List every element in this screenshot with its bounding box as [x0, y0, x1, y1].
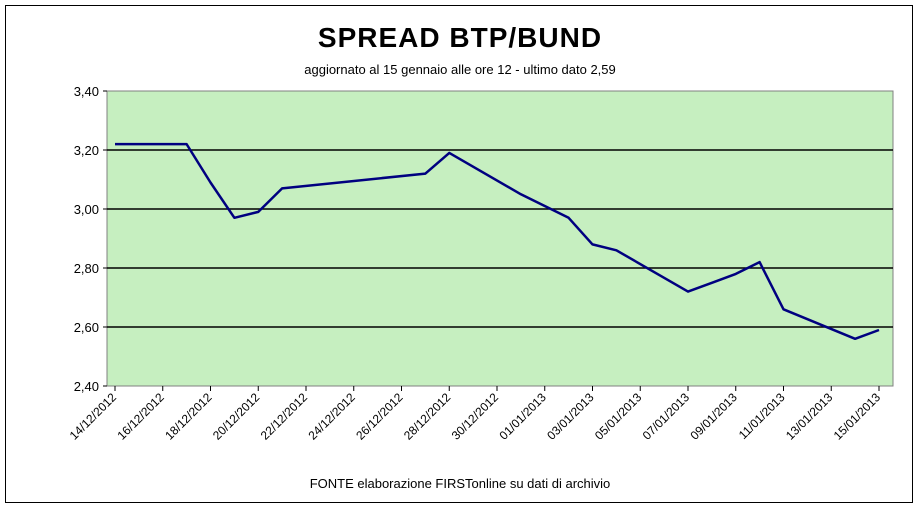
x-tick-label: 22/12/2012: [258, 390, 311, 443]
y-tick-label: 2,80: [74, 261, 99, 276]
y-tick-label: 3,40: [74, 84, 99, 99]
series-line: [115, 142, 880, 341]
x-tick-label: 16/12/2012: [115, 390, 168, 443]
x-axis: 14/12/201216/12/201218/12/201220/12/2012…: [67, 386, 884, 443]
y-tick-label: 3,00: [74, 202, 99, 217]
x-tick-label: 07/01/2013: [640, 390, 693, 443]
x-tick-label: 13/01/2013: [783, 390, 836, 443]
x-tick-label: 15/01/2013: [831, 390, 884, 443]
chart-subtitle: aggiornato al 15 gennaio alle ore 12 - u…: [304, 62, 616, 77]
x-tick-label: 28/12/2012: [401, 390, 454, 443]
x-tick-label: 30/12/2012: [449, 390, 502, 443]
x-tick-label: 20/12/2012: [210, 390, 263, 443]
chart-title: SPREAD BTP/BUND: [317, 22, 603, 53]
x-tick-label: 09/01/2013: [688, 390, 741, 443]
y-tick-label: 2,40: [74, 379, 99, 394]
plot-area: [106, 90, 894, 387]
x-tick-label: 05/01/2013: [592, 390, 645, 443]
x-tick-label: 24/12/2012: [306, 390, 359, 443]
x-tick-label: 26/12/2012: [353, 390, 406, 443]
x-tick-label: 11/01/2013: [736, 390, 788, 442]
x-tick-label: 18/12/2012: [162, 390, 215, 443]
y-tick-label: 2,60: [74, 320, 99, 335]
y-tick-label: 3,20: [74, 143, 99, 158]
x-tick-label: 01/01/2013: [497, 390, 550, 443]
y-axis: 2,40 2,60 2,80 3,00 3,20 3,40: [74, 84, 107, 394]
x-tick-label: 03/01/2013: [544, 390, 597, 443]
chart-source: FONTE elaborazione FIRSTonline su dati d…: [309, 476, 611, 491]
x-tick-label: 14/12/2012: [67, 390, 120, 443]
